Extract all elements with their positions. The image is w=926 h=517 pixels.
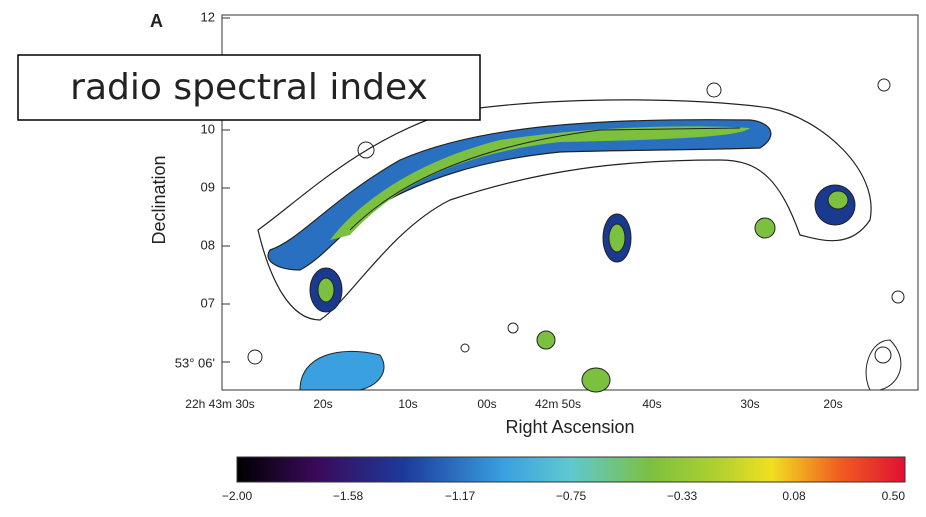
panel-label: A <box>150 11 163 31</box>
y-tick-label: 53° 06' <box>175 355 215 370</box>
overlay-box <box>17 54 481 121</box>
radio-map <box>221 14 919 393</box>
x-tick-label: 00s <box>477 397 496 411</box>
x-tick-label: 30s <box>740 397 759 411</box>
y-ticks <box>222 17 230 363</box>
x-tick-label: 20s <box>823 397 842 411</box>
y-tick-label: 10 <box>201 121 215 136</box>
y-axis-label: Declination <box>149 155 169 244</box>
y-tick-label: 08 <box>201 237 215 252</box>
colorbar-tick-label: −2.00 <box>222 489 253 503</box>
colorbar <box>236 456 906 483</box>
x-tick-label: 22h 43m 30s <box>185 397 254 411</box>
x-tick-label: 20s <box>313 397 332 411</box>
colorbar-tick-label: 0.08 <box>782 489 806 503</box>
colorbar-tick-label: −0.33 <box>667 489 698 503</box>
y-tick-label: 12 <box>201 9 215 24</box>
colorbar-tick-label: −1.58 <box>333 489 364 503</box>
x-tick-label: 42m 50s <box>535 397 581 411</box>
y-tick-label: 09 <box>201 179 215 194</box>
colorbar-tick-label: 0.50 <box>882 489 906 503</box>
x-axis-label: Right Ascension <box>505 417 634 437</box>
y-tick-label: 07 <box>201 295 215 310</box>
overlay-label: radio spectral index <box>70 67 428 108</box>
x-tick-label: 40s <box>642 397 661 411</box>
colorbar-tick-label: −0.75 <box>556 489 587 503</box>
colorbar-tick-label: −1.17 <box>445 489 476 503</box>
x-tick-label: 10s <box>398 397 417 411</box>
